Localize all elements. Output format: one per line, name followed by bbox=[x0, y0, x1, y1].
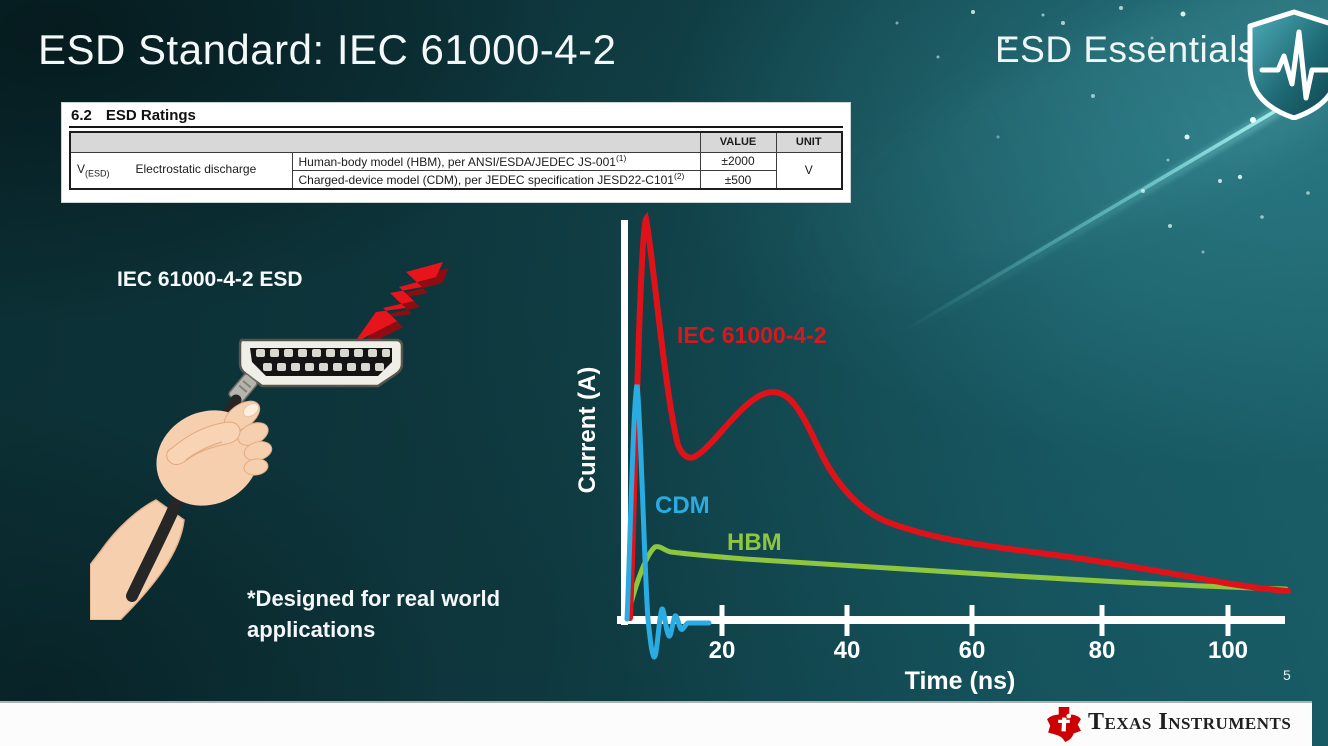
tick-label-100: 100 bbox=[1208, 637, 1248, 664]
cdm-footnote-sup: (2) bbox=[673, 170, 685, 181]
iec-esd-caption: IEC 61000-4-2 ESD bbox=[117, 268, 303, 291]
table-header-row: VALUE UNIT bbox=[69, 131, 843, 153]
iec-curve-label: IEC 61000-4-2 bbox=[677, 322, 827, 348]
parameter-symbol: V bbox=[77, 162, 86, 177]
ti-wordmark: Texas Instruments bbox=[1088, 709, 1292, 735]
datasheet-panel: 6.2 ESD Ratings VALUE UNIT V(ESD) Electro… bbox=[62, 103, 850, 202]
hbm-curve bbox=[624, 544, 1289, 622]
y-axis-label: Current (A) bbox=[574, 367, 601, 494]
x-tick-labels: 20 40 60 80 100 bbox=[709, 637, 1248, 664]
cable-lower bbox=[126, 484, 188, 602]
tick-label-80: 80 bbox=[1089, 637, 1116, 664]
tick-label-40: 40 bbox=[834, 637, 861, 664]
parameter-name: Electrostatic discharge bbox=[135, 162, 257, 177]
ti-logo-icon bbox=[1047, 707, 1081, 742]
hbm-description: Human-body model (HBM), per ANSI/ESDA/JE… bbox=[291, 151, 701, 171]
fist bbox=[156, 400, 273, 506]
x-axis-ticks bbox=[719, 605, 1231, 636]
stars bbox=[895, 6, 1310, 254]
datasheet-heading-number: 6.2 bbox=[71, 107, 92, 124]
hbm-curve-label: HBM bbox=[727, 529, 782, 556]
lightning-bolt-icon bbox=[354, 262, 449, 349]
esd-ratings-table: VALUE UNIT V(ESD) Electrostatic discharge… bbox=[69, 131, 843, 191]
hbm-footnote-sup: (1) bbox=[615, 152, 627, 163]
iec-curve bbox=[627, 211, 1291, 621]
hand-hdmi-illustration bbox=[90, 338, 404, 620]
light-streak bbox=[903, 79, 1328, 332]
cdm-value: ±500 bbox=[699, 169, 777, 190]
y-axis bbox=[621, 220, 628, 625]
footnote-line2: applications bbox=[247, 616, 376, 642]
footnote: *Designed for real world applications bbox=[247, 584, 500, 646]
table-row: Charged-device model (CDM), per JEDEC sp… bbox=[70, 169, 842, 190]
footer-bar bbox=[0, 701, 1312, 746]
tick-label-20: 20 bbox=[709, 637, 736, 664]
x-axis-label: Time (ns) bbox=[905, 667, 1016, 695]
unit-cell: V bbox=[775, 151, 843, 190]
cdm-description: Charged-device model (CDM), per JEDEC sp… bbox=[291, 169, 701, 190]
datasheet-heading: 6.2 ESD Ratings bbox=[69, 107, 843, 128]
parameter-symbol-sub: (ESD) bbox=[85, 168, 110, 179]
table-row: V(ESD) Electrostatic discharge Human-body… bbox=[69, 151, 843, 190]
hbm-value: ±2000 bbox=[699, 151, 777, 171]
shield-heartbeat-icon bbox=[1247, 9, 1328, 120]
cdm-curve bbox=[624, 384, 712, 660]
fingernail bbox=[242, 402, 260, 418]
page-number: 5 bbox=[1283, 667, 1291, 683]
series-label: ESD Essentials bbox=[995, 29, 1257, 70]
slide-title: ESD Standard: IEC 61000-4-2 bbox=[38, 26, 617, 73]
header-unit: UNIT bbox=[775, 131, 843, 153]
esd-waveform-chart: 20 40 60 80 100 Time (ns) Current (A) IE… bbox=[574, 211, 1291, 695]
tick-label-60: 60 bbox=[959, 637, 986, 664]
thumb bbox=[166, 421, 241, 466]
hdmi-connector-icon bbox=[228, 338, 404, 405]
footnote-line1: *Designed for real world bbox=[247, 586, 501, 611]
x-axis bbox=[617, 616, 1285, 624]
header-value: VALUE bbox=[699, 131, 777, 153]
cdm-curve-label: CDM bbox=[655, 492, 710, 519]
datasheet-heading-text: ESD Ratings bbox=[105, 107, 196, 124]
header-empty-cell bbox=[69, 131, 701, 153]
parameter-cell: V(ESD) Electrostatic discharge bbox=[69, 151, 293, 190]
